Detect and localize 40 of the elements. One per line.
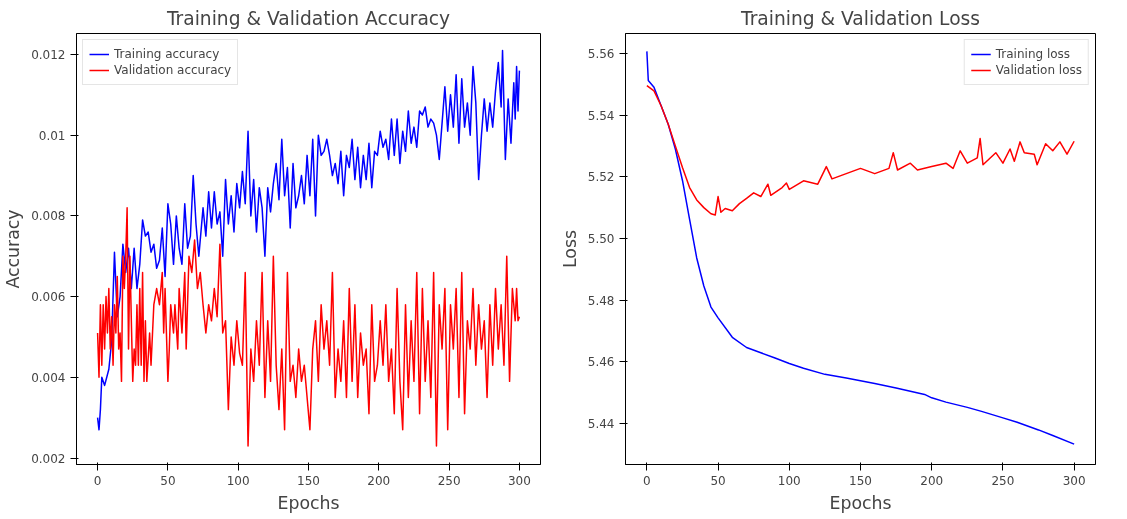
x-tick-label: 0 — [93, 473, 102, 488]
legend-label: Validation accuracy — [114, 62, 232, 78]
y-tick-label: 5.46 — [587, 355, 615, 370]
line-series — [96, 207, 521, 447]
y-tick-label: 0.01 — [38, 128, 66, 143]
y-tick-label: 5.52 — [587, 170, 615, 185]
y-tick-label: 5.54 — [587, 108, 615, 123]
x-tick-label: 0 — [643, 473, 651, 488]
x-tick-label: 300 — [1062, 473, 1086, 488]
y-tick-label: 0.006 — [31, 290, 66, 305]
x-tick-label: 250 — [437, 473, 461, 488]
y-tick-label: 5.48 — [587, 293, 615, 308]
x-tick-label: 150 — [297, 473, 320, 488]
legend-label: Training accuracy — [114, 46, 220, 62]
line-series — [96, 49, 521, 431]
x-tick-label: 100 — [777, 473, 801, 488]
y-tick-label: 0.004 — [31, 370, 66, 385]
x-axis-title: Epochs — [277, 492, 340, 513]
y-axis-title: Loss — [559, 229, 580, 268]
y-tick-label: 0.002 — [31, 451, 66, 466]
y-tick-label: 5.44 — [587, 417, 615, 432]
y-axis-title: Accuracy — [3, 209, 24, 289]
legend-label: Validation loss — [995, 62, 1082, 78]
x-tick-label: 200 — [367, 473, 391, 488]
chart-title: Training & Validation Accuracy — [165, 7, 451, 29]
x-tick-label: 300 — [507, 473, 531, 488]
line-series — [646, 84, 1075, 216]
x-tick-label: 50 — [160, 473, 176, 488]
x-tick-label: 200 — [920, 473, 944, 488]
y-tick-label: 5.50 — [587, 232, 615, 246]
x-tick-label: 250 — [991, 473, 1015, 488]
chart-title: Training & Validation Loss — [740, 7, 980, 29]
y-tick-label: 0.012 — [31, 47, 66, 62]
x-tick-label: 50 — [710, 473, 726, 488]
y-tick-label: 5.56 — [587, 46, 615, 61]
x-tick-label: 100 — [226, 473, 250, 488]
legend-label: Training loss — [995, 46, 1071, 62]
y-tick-label: 0.008 — [31, 209, 66, 224]
x-axis-title: Epochs — [829, 492, 892, 513]
x-tick-label: 150 — [849, 473, 872, 488]
